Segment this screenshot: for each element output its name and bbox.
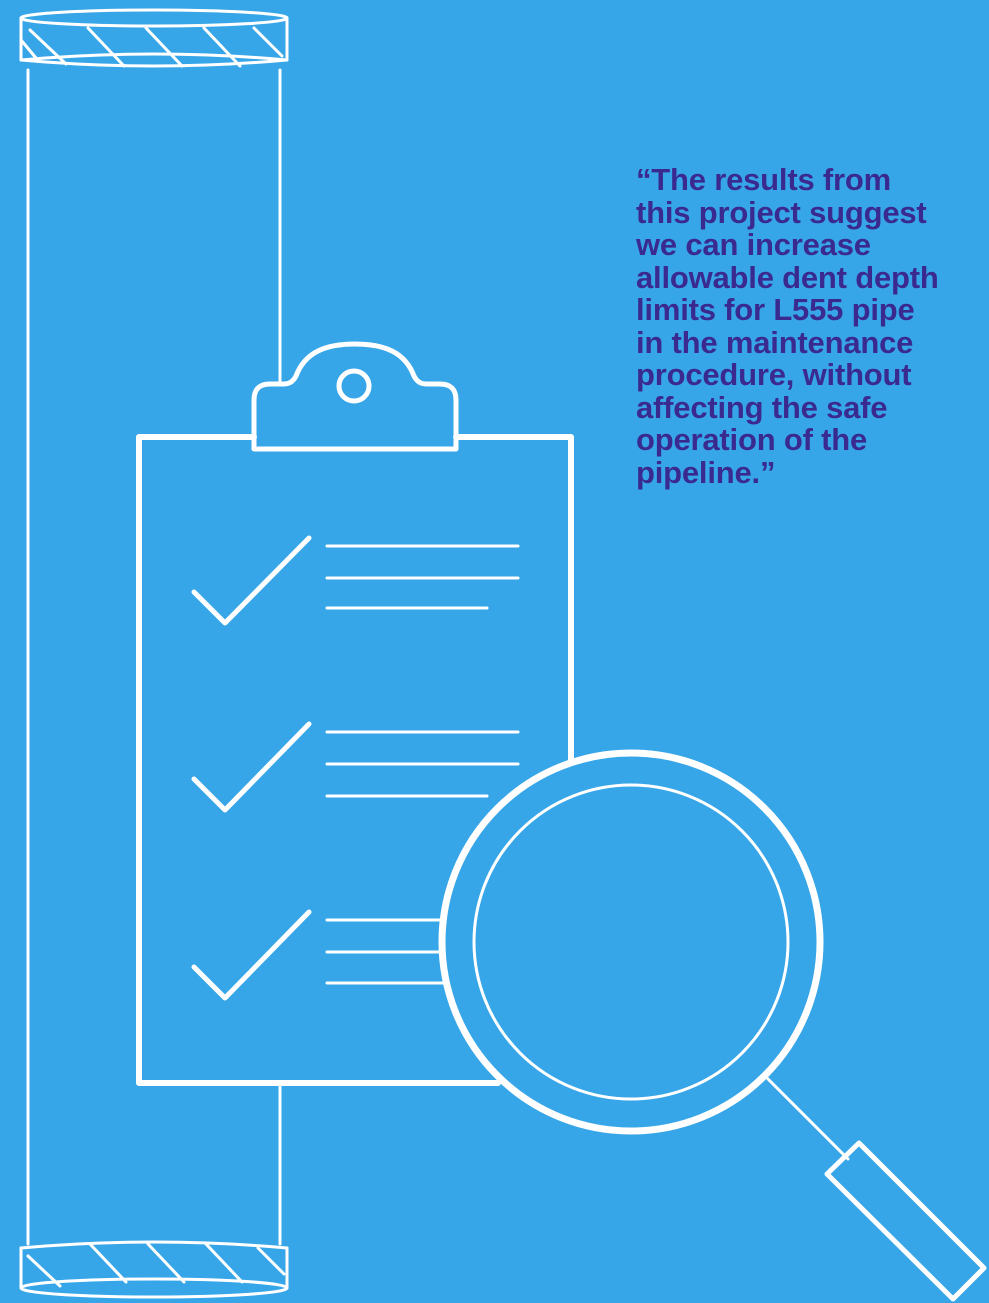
magnifier-lens — [472, 783, 790, 1101]
clipboard-clip-hole — [336, 368, 372, 404]
clipboard-clip — [251, 341, 459, 452]
text-lines — [325, 730, 520, 798]
magnifier-handle — [824, 1140, 987, 1302]
magnifier-outer-ring — [438, 749, 824, 1135]
check-item — [191, 721, 520, 813]
clipboard-icon — [136, 341, 574, 1086]
text-lines — [325, 544, 520, 610]
pipe-bottom-band — [19, 1240, 289, 1299]
checkmark-icon — [191, 909, 312, 1001]
clipboard-board — [136, 434, 574, 1086]
check-item — [191, 909, 446, 1001]
checkmark-icon — [191, 535, 312, 626]
check-item — [191, 535, 520, 626]
text-lines — [325, 918, 446, 985]
checkmark-icon — [191, 721, 312, 813]
pull-quote: “The results from this project suggest w… — [636, 162, 939, 490]
pipe-top-band — [19, 8, 289, 68]
magnifying-glass-icon — [438, 749, 987, 1302]
pipe-icon — [19, 8, 289, 1299]
pipe-body — [26, 68, 282, 1246]
magnifier-neck — [766, 1077, 850, 1161]
